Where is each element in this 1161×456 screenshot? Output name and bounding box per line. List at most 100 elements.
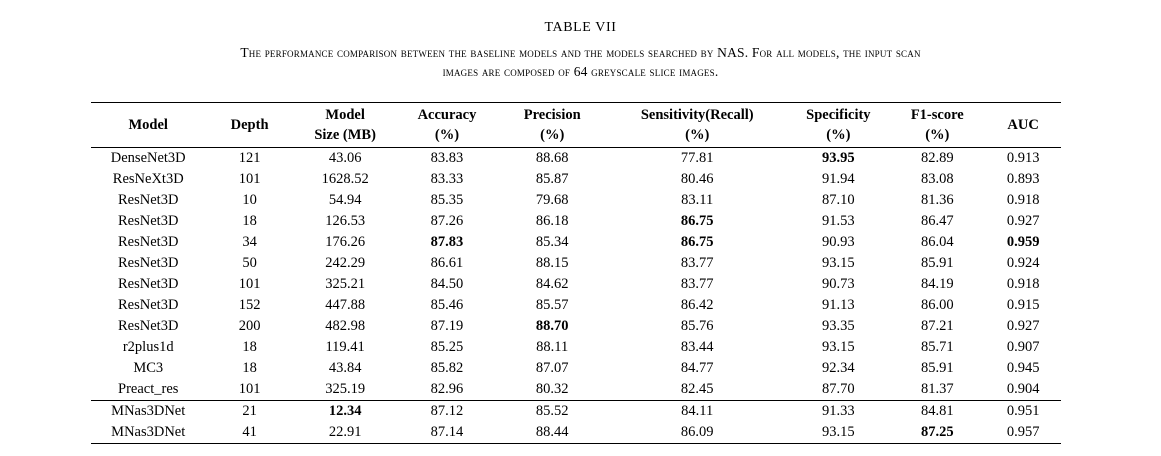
cell-f1-score-row-9: 85.71: [920, 339, 954, 355]
column-header-specificity: Specificity (%): [806, 107, 871, 143]
cell-depth-row-7: 152: [238, 297, 261, 313]
cell-accuracy-row-4: 87.83: [430, 234, 464, 250]
table-row-1: ResNeXt3D 101 1628.52 83.33 85.87 80.46 91.94 8…: [91, 169, 1061, 190]
cell-f1-score-row-2: 81.36: [920, 192, 954, 208]
cell-specificity-row-7: 91.13: [822, 297, 855, 313]
table-row-4: ResNet3D 34 176.26 87.83 85.34 86.75 90.93 86.0…: [91, 232, 1061, 253]
cell-specificity-row-9: 93.15: [822, 339, 855, 355]
cell-sensitivity-recall-row-12: 84.11: [681, 403, 714, 419]
column-header-precision: Precision (%): [523, 107, 581, 143]
cell-auc-row-11: 0.904: [1006, 381, 1040, 397]
caption-line-1: The performance comparison between the b…: [240, 45, 921, 60]
cell-specificity-row-13: 93.15: [822, 424, 855, 440]
cell-auc-row-7: 0.915: [1006, 297, 1040, 313]
cell-auc-row-0: 0.913: [1006, 150, 1040, 166]
cell-accuracy-row-10: 85.82: [430, 360, 464, 376]
column-header-model-size-mb: Model Size (MB): [314, 107, 376, 143]
cell-sensitivity-recall-row-1: 80.46: [680, 171, 714, 187]
cell-auc-row-1: 0.893: [1006, 171, 1040, 187]
cell-model-row-9: r2plus1d: [122, 339, 174, 355]
cell-sensitivity-recall-row-2: 83.11: [681, 192, 714, 208]
cell-model-row-12: MNas3DNet: [111, 403, 186, 419]
cell-specificity-row-6: 90.73: [822, 276, 855, 292]
cell-accuracy-row-5: 86.61: [430, 255, 464, 271]
cell-model-row-2: ResNet3D: [118, 192, 179, 208]
cell-sensitivity-recall-row-7: 86.42: [680, 297, 714, 313]
cell-precision-row-11: 80.32: [535, 381, 569, 397]
cell-auc-row-9: 0.907: [1006, 339, 1040, 355]
cell-model-row-13: MNas3DNet: [111, 424, 186, 440]
cell-f1-score-row-13: 87.25: [920, 424, 954, 440]
cell-sensitivity-recall-row-6: 83.77: [680, 276, 714, 292]
table-caption: The performance comparison between the b…: [0, 43, 1161, 81]
cell-f1-score-row-0: 82.89: [920, 150, 954, 166]
cell-depth-row-11: 101: [238, 381, 261, 397]
table-row-12: MNas3DNet 21 12.34 87.12 85.52 84.11 91.33 84.8…: [91, 400, 1061, 423]
cell-model-row-8: ResNet3D: [118, 318, 179, 334]
cell-f1-score-row-10: 85.91: [920, 360, 954, 376]
column-header-model: Model: [128, 117, 168, 133]
cell-model-row-7: ResNet3D: [118, 297, 179, 313]
cell-precision-row-6: 84.62: [535, 276, 569, 292]
cell-precision-row-4: 85.34: [535, 234, 569, 250]
cell-model-row-13: 22.91: [328, 424, 362, 440]
cell-sensitivity-recall-row-5: 83.77: [680, 255, 714, 271]
cell-model-row-0: DenseNet3D: [110, 150, 186, 166]
cell-auc-row-2: 0.918: [1006, 192, 1040, 208]
cell-auc-row-4: 0.959: [1006, 234, 1040, 250]
cell-model-row-4: 176.26: [325, 234, 366, 250]
column-header-sensitivity-recall: Sensitivity(Recall) (%): [640, 107, 754, 143]
cell-depth-row-5: 50: [242, 255, 257, 271]
cell-model-row-12: 12.34: [328, 403, 362, 419]
cell-depth-row-2: 10: [242, 192, 257, 208]
cell-depth-row-8: 200: [238, 318, 261, 334]
cell-specificity-row-12: 91.33: [822, 403, 855, 419]
cell-sensitivity-recall-row-11: 82.45: [680, 381, 714, 397]
cell-accuracy-row-8: 87.19: [430, 318, 464, 334]
cell-depth-row-1: 101: [238, 171, 261, 187]
cell-model-row-1: ResNeXt3D: [112, 171, 184, 187]
cell-accuracy-row-9: 85.25: [430, 339, 464, 355]
cell-specificity-row-11: 87.70: [822, 381, 855, 397]
cell-depth-row-9: 18: [242, 339, 257, 355]
cell-auc-row-10: 0.945: [1006, 360, 1040, 376]
cell-f1-score-row-5: 85.91: [920, 255, 954, 271]
cell-accuracy-row-6: 84.50: [430, 276, 464, 292]
cell-model-row-11: Preact_res: [118, 381, 179, 397]
cell-accuracy-row-0: 83.83: [430, 150, 464, 166]
cell-f1-score-row-12: 84.81: [920, 403, 954, 419]
cell-sensitivity-recall-row-13: 86.09: [680, 424, 714, 440]
cell-depth-row-0: 121: [238, 150, 261, 166]
cell-depth-row-6: 101: [238, 276, 261, 292]
cell-precision-row-2: 79.68: [535, 192, 569, 208]
cell-sensitivity-recall-row-10: 84.77: [680, 360, 714, 376]
cell-precision-row-1: 85.87: [535, 171, 569, 187]
cell-auc-row-5: 0.924: [1006, 255, 1040, 271]
cell-precision-row-12: 85.52: [535, 403, 569, 419]
cell-f1-score-row-3: 86.47: [920, 213, 954, 229]
cell-f1-score-row-11: 81.37: [920, 381, 954, 397]
cell-model-row-10: 43.84: [328, 360, 362, 376]
column-header-auc: AUC: [1007, 117, 1039, 133]
cell-specificity-row-3: 91.53: [822, 213, 855, 229]
cell-f1-score-row-1: 83.08: [920, 171, 954, 187]
cell-specificity-row-0: 93.95: [822, 150, 855, 166]
cell-depth-row-12: 21: [242, 403, 257, 419]
cell-depth-row-13: 41: [242, 424, 257, 440]
cell-precision-row-7: 85.57: [535, 297, 569, 313]
cell-model-row-7: 447.88: [325, 297, 366, 313]
table-row-13: MNas3DNet 41 22.91 87.14 88.44 86.09 93.15 87.2…: [91, 422, 1061, 444]
cell-specificity-row-8: 93.35: [822, 318, 855, 334]
cell-accuracy-row-1: 83.33: [430, 171, 464, 187]
cell-depth-row-10: 18: [242, 360, 257, 376]
cell-precision-row-10: 87.07: [535, 360, 569, 376]
cell-model-row-2: 54.94: [328, 192, 362, 208]
cell-model-row-10: MC3: [133, 360, 164, 376]
table-row-2: ResNet3D 10 54.94 85.35 79.68 83.11 87.10 81.36…: [91, 190, 1061, 211]
cell-sensitivity-recall-row-8: 85.76: [680, 318, 714, 334]
cell-model-row-5: ResNet3D: [118, 255, 179, 271]
table-row-9: r2plus1d 18 119.41 85.25 88.11 83.44 93.15 85.7…: [91, 337, 1061, 358]
table-row-11: Preact_res 101 325.19 82.96 80.32 82.45 87.70 8…: [91, 379, 1061, 401]
cell-model-row-8: 482.98: [325, 318, 366, 334]
cell-precision-row-5: 88.15: [535, 255, 569, 271]
